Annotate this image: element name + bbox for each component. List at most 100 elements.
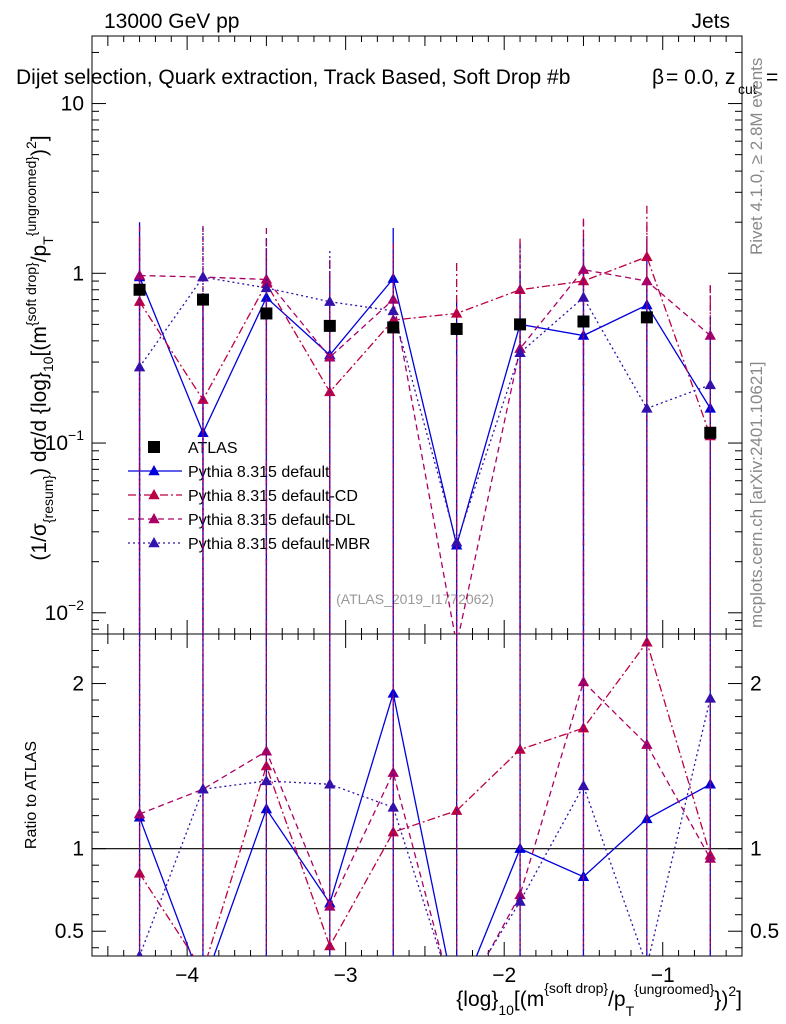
- x-tick-label: −3: [334, 964, 358, 987]
- legend-item: Pythia 8.315 default-MBR: [128, 536, 370, 553]
- y-tick-label: 10−1: [45, 427, 85, 455]
- data-layer: [133, 205, 717, 956]
- legend-item: ATLAS: [148, 440, 238, 457]
- series-line: [138, 276, 711, 548]
- series-pythia-8-315-default-dl: [133, 220, 716, 634]
- ratio-plot: 0.5 0.5 1 1 2 2: [55, 650, 779, 949]
- data-point: [133, 361, 146, 372]
- mcplots-label: mcplots.cern.ch [arXiv:2401.10621]: [747, 362, 766, 628]
- ratio-point: [704, 692, 716, 703]
- ratio-point: [387, 766, 399, 777]
- ratio-tick-label-right: 2: [750, 673, 762, 696]
- x-tick-label: −4: [175, 964, 199, 987]
- ratio-tick-label: 1: [72, 838, 84, 861]
- ratio-line: [139, 680, 711, 956]
- legend-item: Pythia 8.315 default-DL: [128, 512, 355, 529]
- atlas-point: [196, 293, 209, 306]
- atlas-point: [387, 321, 400, 334]
- atlas-point: [640, 311, 653, 324]
- data-point: [197, 271, 209, 282]
- legend-marker: [148, 441, 160, 453]
- ratio-point: [704, 852, 716, 863]
- x-tick-label: −2: [492, 964, 516, 987]
- series-pythia-8-315-default-cd: [133, 205, 716, 634]
- legend-item: Pythia 8.315 default-CD: [128, 488, 358, 505]
- ratio-point: [133, 807, 146, 819]
- data-point: [514, 346, 526, 358]
- legend-marker: [148, 465, 160, 476]
- legend-label: Pythia 8.315 default-CD: [188, 488, 358, 505]
- data-point: [324, 385, 336, 397]
- svg-text:(1/σ{resum}) dσ/d {log}10[(m{s: (1/σ{resum}) dσ/d {log}10[(m{soft drop}/…: [23, 135, 56, 560]
- ratio-pythia-8-315-default-cd: [133, 634, 716, 956]
- plot-subtitle-tail: = 0.0, z: [666, 66, 735, 89]
- data-point: [641, 275, 653, 286]
- data-point: [450, 536, 463, 547]
- series-line: [139, 276, 711, 545]
- ratio-point: [387, 826, 399, 837]
- category-label: Jets: [691, 10, 730, 33]
- ratio-point: [387, 801, 399, 812]
- x-tick-label: −1: [651, 964, 675, 987]
- legend-label: Pythia 8.315 default-MBR: [188, 536, 370, 553]
- ratio-point: [641, 636, 653, 647]
- ratio-y-label: Ratio to ATLAS: [23, 741, 40, 849]
- main-series: [133, 205, 717, 634]
- plot-subtitle-zcut: cut: [738, 81, 757, 97]
- y-axis-label: (1/σ{resum}) dσ/d {log}10[(m{soft drop}/…: [23, 135, 56, 560]
- atlas-point: [260, 307, 273, 320]
- data-point: [324, 295, 336, 306]
- ratio-point: [324, 778, 336, 789]
- ratio-point: [197, 783, 209, 794]
- ratio-point: [577, 779, 590, 791]
- x-axis-label: {log}10[(m{soft drop}/pT{ungroomed}})2]: [456, 980, 742, 1019]
- data-point: [260, 273, 273, 284]
- axes-frames: [91, 35, 743, 957]
- legend-marker: [148, 537, 160, 548]
- legend: ATLAS Pythia 8.315 default Pythia 8.315 de…: [128, 440, 370, 553]
- data-point: [450, 307, 463, 318]
- ratio-point: [136, 950, 143, 956]
- legend-label: Pythia 8.315 default: [188, 464, 330, 481]
- atlas-point: [514, 318, 527, 331]
- legend-label: Pythia 8.315 default-DL: [188, 512, 355, 529]
- analysis-watermark: (ATLAS_2019_I1772062): [336, 591, 494, 607]
- series-pythia-8-315-default: [133, 222, 716, 634]
- svg-text:{log}10[(m{soft drop}/pT{ungro: {log}10[(m{soft drop}/pT{ungroomed}})2]: [456, 980, 742, 1019]
- atlas-point: [323, 319, 336, 332]
- ratio-line: [138, 698, 711, 956]
- ratio-line: [139, 640, 711, 956]
- series-line: [139, 256, 711, 437]
- data-point: [641, 250, 653, 262]
- plot-subtitle-eq: =: [766, 66, 778, 89]
- data-point: [577, 291, 590, 302]
- data-point: [260, 291, 273, 302]
- data-point: [704, 329, 716, 340]
- ratio-line: [138, 693, 711, 956]
- legend-label: ATLAS: [188, 440, 238, 457]
- ratio-point: [133, 867, 146, 878]
- series-atlas: [133, 283, 717, 439]
- ratio-point: [514, 895, 526, 906]
- data-point: [260, 281, 273, 293]
- plot-subtitle: Dijet selection, Quark extraction, Track…: [16, 66, 570, 89]
- main-plot: 10−2 10−1 1 10 −4 −3 −2 −1: [45, 36, 743, 987]
- atlas-point: [577, 315, 590, 328]
- ratio-tick-label: 0.5: [55, 920, 84, 943]
- ratio-tick-label: 2: [72, 673, 84, 696]
- ratio-point: [641, 738, 653, 749]
- data-point: [387, 304, 399, 316]
- atlas-point: [704, 426, 717, 439]
- ratio-frame: [91, 633, 743, 957]
- ratio-point: [387, 687, 399, 698]
- legend-marker: [148, 513, 160, 524]
- y-tick-label: 10: [61, 93, 84, 116]
- plot-subtitle-beta: β: [652, 66, 664, 89]
- y-tick-label: 1: [72, 262, 84, 285]
- series-line: [139, 268, 711, 634]
- legend-item: Pythia 8.315 default: [128, 464, 330, 481]
- series-pythia-8-315-default-mbr: [133, 227, 716, 634]
- data-point: [704, 378, 716, 390]
- ratio-pythia-8-315-default-dl: [133, 634, 716, 956]
